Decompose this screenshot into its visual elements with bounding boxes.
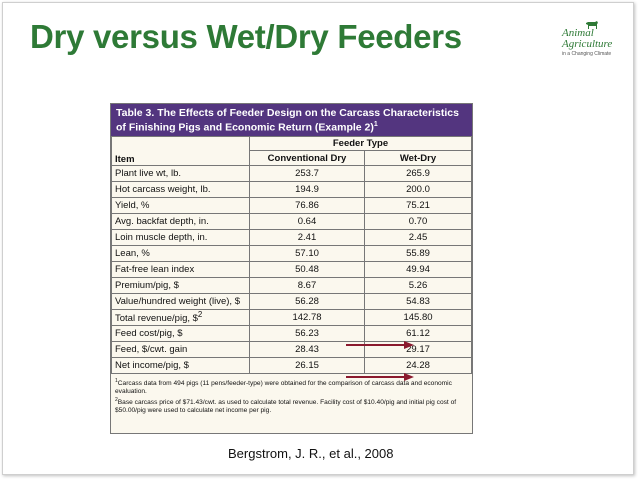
table-row: Fat-free lean index 50.48 49.94 [111, 261, 472, 278]
cell-wet-dry: 54.83 [364, 293, 472, 310]
cell-wet-dry: 145.80 [364, 309, 472, 326]
cell-conventional-dry: 142.78 [249, 309, 365, 326]
row-item-label: Hot carcass weight, lb. [111, 181, 250, 198]
logo-line-3: in a Changing Climate [562, 51, 612, 57]
cell-wet-dry: 75.21 [364, 197, 472, 214]
table-caption: Table 3. The Effects of Feeder Design on… [111, 104, 472, 136]
column-header-wet: Wet-Dry [364, 150, 472, 166]
cell-conventional-dry: 56.28 [249, 293, 365, 310]
row-item-label: Value/hundred weight (live), $ [111, 293, 250, 310]
row-item-label: Feed cost/pig, $ [111, 325, 250, 342]
cell-conventional-dry: 8.67 [249, 277, 365, 294]
header-row-columns: Conventional Dry Wet-Dry [112, 150, 472, 166]
cell-conventional-dry: 26.15 [249, 357, 365, 374]
arrow-feed-cost [346, 341, 414, 349]
row-item-label: Lean, % [111, 245, 250, 262]
cell-wet-dry: 265.9 [364, 165, 472, 182]
row-item-label: Premium/pig, $ [111, 277, 250, 294]
table-row: Total revenue/pig, $2 142.78 145.80 [111, 309, 472, 326]
slide-frame [2, 2, 634, 475]
row-item-label: Loin muscle depth, in. [111, 229, 250, 246]
cell-conventional-dry: 76.86 [249, 197, 365, 214]
row-item-label: Plant live wt, lb. [111, 165, 250, 182]
cell-wet-dry: 5.26 [364, 277, 472, 294]
table-row: Yield, % 76.86 75.21 [111, 197, 472, 214]
table-row: Lean, % 57.10 55.89 [111, 245, 472, 262]
data-table: Item Feeder Type Conventional Dry Wet-Dr… [111, 136, 472, 374]
table-row: Avg. backfat depth, in. 0.64 0.70 [111, 213, 472, 230]
cell-wet-dry: 2.45 [364, 229, 472, 246]
logo-line-2: Agriculture [562, 38, 613, 50]
table-row: Feed, $/cwt. gain 28.43 29.17 [111, 341, 472, 358]
logo-line-1: Animal [562, 27, 594, 39]
cell-conventional-dry: 0.64 [249, 213, 365, 230]
cell-wet-dry: 0.70 [364, 213, 472, 230]
row-item-label: Fat-free lean index [111, 261, 250, 278]
row-item-label: Total revenue/pig, $2 [111, 309, 250, 326]
row-item-label: Avg. backfat depth, in. [111, 213, 250, 230]
cow-icon [586, 21, 598, 29]
footnote-1: 1Carcass data from 494 pigs (11 pens/fee… [115, 378, 452, 396]
table-row: Net income/pig, $26.15 24.28 [111, 357, 472, 374]
row-item-label: Feed, $/cwt. gain [111, 341, 250, 358]
header-row-group: Item Feeder Type [111, 136, 472, 166]
table-row: Feed cost/pig, $56.23 61.12 [111, 325, 472, 342]
feeder-table: Table 3. The Effects of Feeder Design on… [110, 103, 473, 434]
cell-conventional-dry: 57.10 [249, 245, 365, 262]
table-row: Value/hundred weight (live), $56.28 54.83 [111, 293, 472, 310]
table-row: Hot carcass weight, lb. 194.9 200.0 [111, 181, 472, 198]
column-header-dry: Conventional Dry [249, 150, 365, 166]
cell-conventional-dry: 50.48 [249, 261, 365, 278]
row-item-label: Yield, % [111, 197, 250, 214]
table-row: Plant live wt, lb. 253.7 265.9 [111, 165, 472, 182]
footnotes: 1Carcass data from 494 pigs (11 pens/fee… [111, 374, 472, 415]
cell-conventional-dry: 2.41 [249, 229, 365, 246]
table-row: Loin muscle depth, in. 2.41 2.45 [111, 229, 472, 246]
slide-title: Dry versus Wet/Dry Feeders [30, 18, 462, 55]
cell-wet-dry: 55.89 [364, 245, 472, 262]
cell-conventional-dry: 194.9 [249, 181, 365, 198]
row-item-label: Net income/pig, $ [111, 357, 250, 374]
cell-wet-dry: 24.28 [364, 357, 472, 374]
logo: Animal Agriculture in a Changing Climate [562, 20, 632, 66]
cell-wet-dry: 200.0 [364, 181, 472, 198]
source-citation: Bergstrom, J. R., et al., 2008 [228, 446, 394, 461]
footnote-2: 2Base carcass price of $71.43/cwt. as us… [115, 397, 457, 415]
group-header: Feeder Type [249, 136, 472, 151]
arrow-net-income [346, 373, 414, 381]
cell-wet-dry: 49.94 [364, 261, 472, 278]
item-header: Item [111, 136, 250, 166]
cell-conventional-dry: 253.7 [249, 165, 365, 182]
table-row: Premium/pig, $8.67 5.26 [111, 277, 472, 294]
